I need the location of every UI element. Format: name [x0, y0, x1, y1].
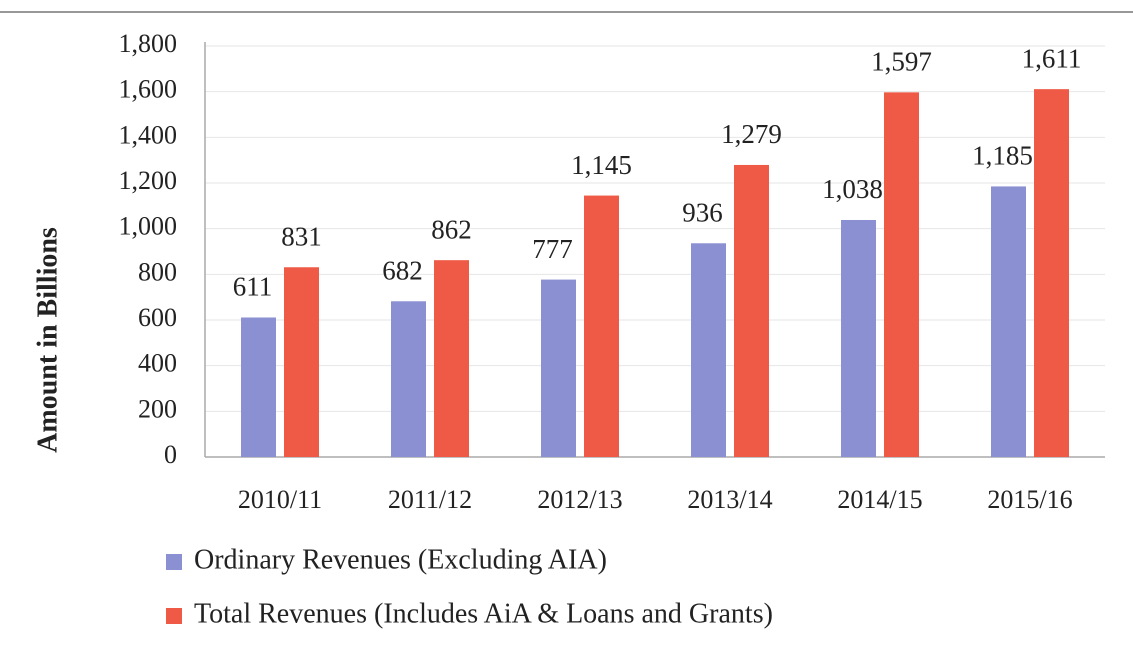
bar [284, 267, 319, 457]
data-label: 1,038 [822, 174, 883, 204]
y-tick-label: 600 [138, 303, 177, 332]
bar [884, 92, 919, 457]
data-label: 1,279 [721, 119, 782, 149]
data-label: 611 [233, 272, 273, 302]
legend-label: Ordinary Revenues (Excluding AIA) [194, 544, 607, 575]
x-tick-label: 2012/13 [537, 485, 622, 514]
bar [541, 279, 576, 457]
y-tick-label: 0 [164, 440, 177, 469]
data-label: 1,145 [571, 150, 632, 180]
data-label: 777 [532, 234, 573, 264]
legend-swatch [166, 554, 182, 570]
bar [841, 219, 876, 457]
bar [1034, 89, 1069, 457]
bar [991, 186, 1026, 458]
x-tick-label: 2014/15 [837, 485, 922, 514]
y-tick-label: 400 [138, 349, 177, 378]
y-axis-title: Amount in Billions [32, 227, 63, 453]
data-label: 682 [382, 255, 423, 285]
y-tick-label: 1,600 [119, 75, 178, 104]
x-tick-label: 2015/16 [987, 485, 1072, 514]
x-tick-label: 2010/11 [238, 485, 322, 514]
bar [241, 317, 276, 457]
data-label: 862 [431, 214, 472, 244]
data-label: 936 [682, 197, 723, 227]
data-label: 1,597 [871, 47, 932, 77]
x-tick-label: 2013/14 [687, 485, 772, 514]
y-tick-label: 1,400 [119, 120, 178, 149]
legend-label: Total Revenues (Includes AiA & Loans and… [194, 598, 773, 629]
bar [391, 301, 426, 457]
data-label: 1,185 [972, 141, 1033, 171]
bar [691, 243, 726, 457]
y-tick-label: 1,200 [119, 166, 178, 195]
bar [584, 195, 619, 457]
data-label: 831 [281, 221, 322, 251]
y-tick-label: 800 [138, 257, 177, 286]
y-tick-label: 200 [138, 394, 177, 423]
legend-swatch [166, 608, 182, 624]
data-label: 1,611 [1022, 43, 1082, 73]
bar [434, 260, 469, 457]
y-tick-label: 1,800 [119, 29, 178, 58]
bar [734, 164, 769, 457]
y-tick-label: 1,000 [119, 212, 178, 241]
x-tick-label: 2011/12 [388, 485, 472, 514]
